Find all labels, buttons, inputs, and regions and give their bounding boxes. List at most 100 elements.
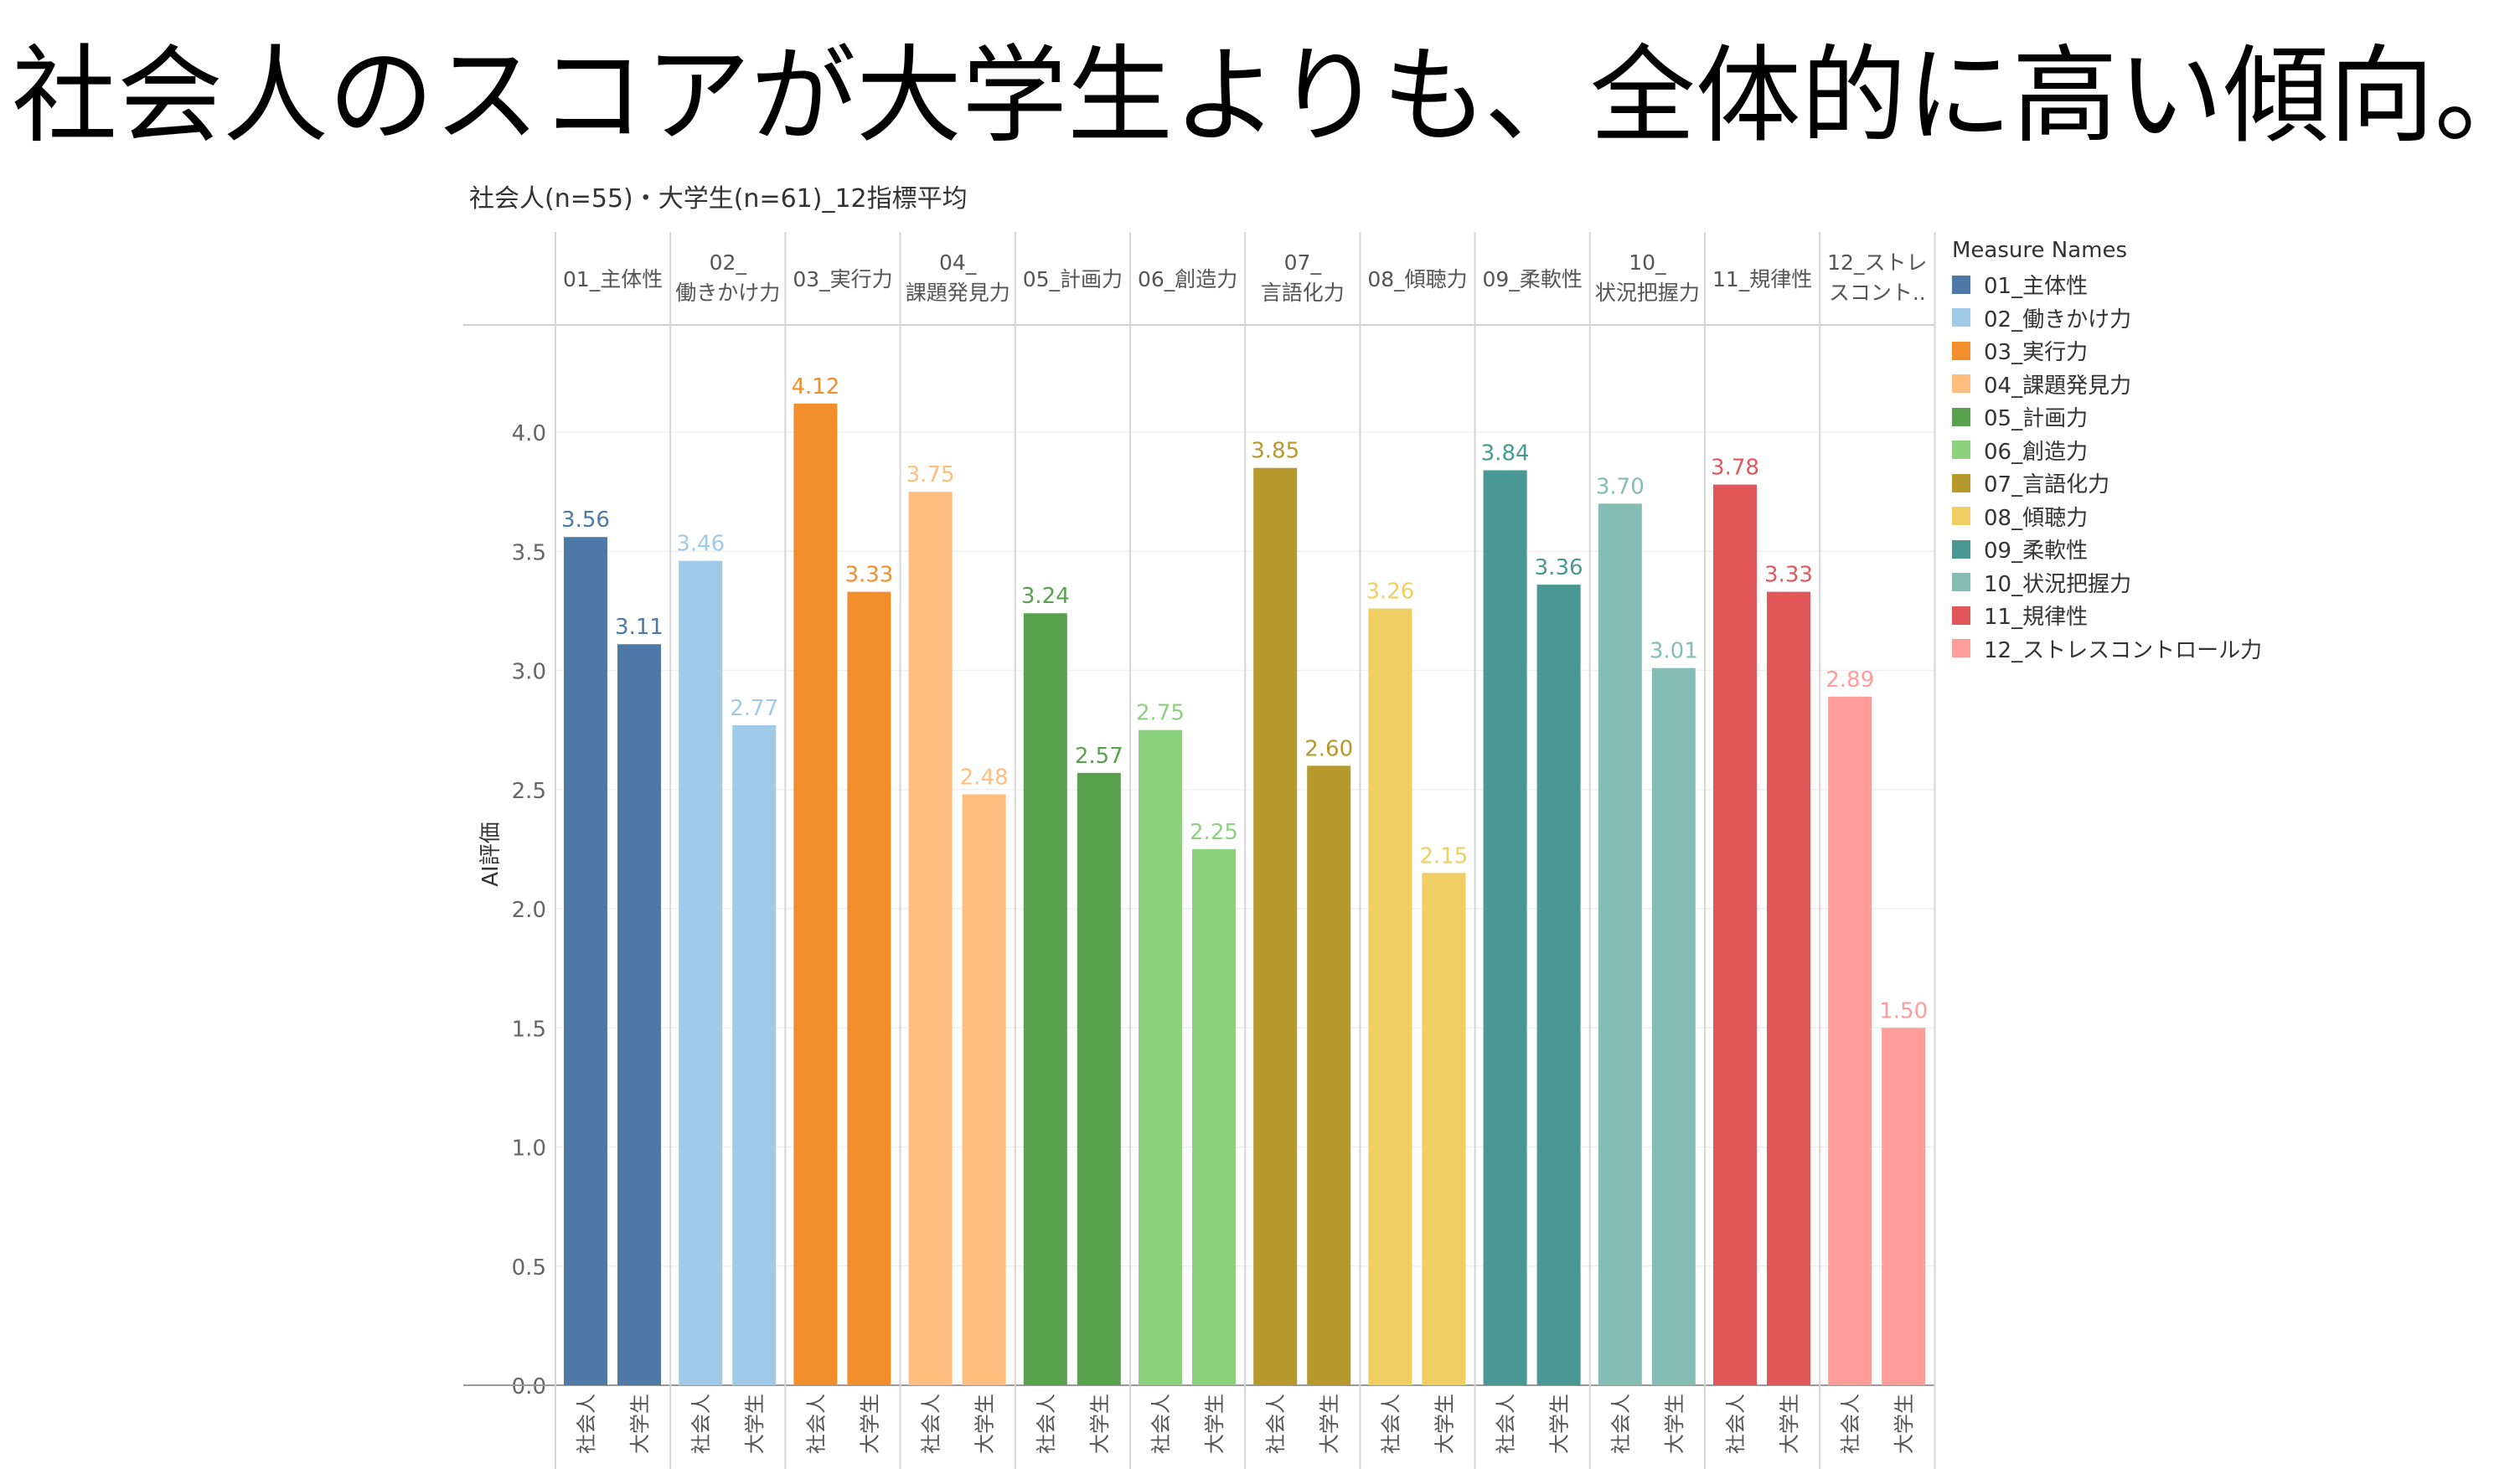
column-header: 08_傾聴力 bbox=[1367, 267, 1467, 291]
x-tick-label: 社会人 bbox=[920, 1394, 943, 1454]
x-tick-label: 社会人 bbox=[1724, 1394, 1748, 1454]
legend-item: 03_実行力 bbox=[1952, 334, 2513, 368]
data-label: 2.77 bbox=[730, 696, 778, 721]
legend-label: 06_創造力 bbox=[1984, 439, 2089, 465]
bar bbox=[1767, 591, 1810, 1385]
bar bbox=[793, 403, 838, 1385]
x-tick-label: 大学生 bbox=[1088, 1394, 1112, 1454]
column-header: 07_ bbox=[1284, 250, 1322, 275]
bar bbox=[908, 492, 953, 1386]
data-label: 3.36 bbox=[1535, 555, 1583, 580]
column-header: 05_計画力 bbox=[1023, 267, 1123, 291]
y-tick-label: 3.5 bbox=[512, 540, 546, 565]
bar bbox=[1192, 848, 1236, 1385]
y-tick-label: 0.5 bbox=[512, 1255, 546, 1281]
x-tick-label: 社会人 bbox=[1149, 1394, 1173, 1454]
y-tick-label: 0.0 bbox=[512, 1374, 546, 1399]
data-label: 3.70 bbox=[1596, 474, 1645, 499]
legend-swatch bbox=[1952, 407, 1970, 426]
data-label: 2.25 bbox=[1190, 820, 1238, 845]
y-tick-label: 4.0 bbox=[512, 421, 546, 446]
column-header: 状況把握力 bbox=[1595, 281, 1700, 305]
data-label: 3.33 bbox=[844, 563, 893, 588]
x-tick-label: 大学生 bbox=[1203, 1394, 1226, 1454]
x-tick-label: 大学生 bbox=[1663, 1394, 1686, 1454]
data-label: 2.75 bbox=[1136, 701, 1185, 726]
legend-label: 07_言語化力 bbox=[1984, 472, 2110, 498]
legend-item: 12_ストレスコントロール力 bbox=[1952, 632, 2513, 666]
bar bbox=[1828, 696, 1872, 1385]
legend-label: 05_計画力 bbox=[1984, 406, 2089, 432]
legend-swatch bbox=[1952, 573, 1970, 592]
column-header: 言語化力 bbox=[1261, 281, 1345, 305]
legend-label: 03_実行力 bbox=[1984, 340, 2089, 366]
bar bbox=[1077, 772, 1121, 1385]
legend-item: 07_言語化力 bbox=[1952, 466, 2513, 500]
bar bbox=[1422, 873, 1466, 1385]
bar bbox=[1307, 765, 1351, 1385]
y-axis-label: AI評価 bbox=[478, 822, 503, 886]
data-label: 4.12 bbox=[791, 374, 839, 399]
bar bbox=[1598, 503, 1642, 1385]
bar bbox=[962, 794, 1006, 1385]
legend-swatch bbox=[1952, 374, 1970, 394]
legend-item: 02_働きかけ力 bbox=[1952, 302, 2513, 335]
chart-title: 社会人(n=55)・大学生(n=61)_12指標平均 bbox=[469, 184, 968, 214]
column-header: 03_実行力 bbox=[793, 267, 892, 291]
data-label: 3.33 bbox=[1764, 563, 1813, 588]
data-label: 3.24 bbox=[1021, 584, 1070, 609]
data-label: 2.57 bbox=[1075, 744, 1123, 769]
column-header: 働きかけ力 bbox=[675, 281, 780, 305]
legend-swatch bbox=[1952, 275, 1970, 294]
legend: Measure Names 01_主体性 02_働きかけ力 03_実行力 04_課題発… bbox=[1952, 236, 2513, 665]
x-tick-label: 大学生 bbox=[1433, 1394, 1456, 1454]
x-tick-label: 社会人 bbox=[1839, 1394, 1862, 1454]
data-label: 3.46 bbox=[676, 532, 725, 557]
x-tick-label: 社会人 bbox=[804, 1394, 828, 1454]
x-tick-label: 社会人 bbox=[575, 1394, 598, 1454]
bar bbox=[1483, 470, 1527, 1386]
bar bbox=[1651, 667, 1696, 1385]
legend-label: 08_傾聴力 bbox=[1984, 505, 2089, 531]
legend-swatch bbox=[1952, 639, 1970, 658]
data-label: 2.60 bbox=[1304, 736, 1353, 761]
legend-item: 08_傾聴力 bbox=[1952, 500, 2513, 533]
legend-label: 10_状況把握力 bbox=[1984, 571, 2132, 597]
data-label: 3.11 bbox=[615, 615, 664, 640]
x-tick-label: 大学生 bbox=[973, 1394, 997, 1454]
headline: 社会人のスコアが大学生よりも、全体的に高い傾向。 bbox=[12, 34, 2520, 157]
bar bbox=[679, 560, 723, 1385]
column-header: 06_創造力 bbox=[1138, 267, 1237, 291]
data-label: 3.84 bbox=[1481, 441, 1530, 466]
column-header: 10_ bbox=[1629, 250, 1666, 275]
x-tick-label: 社会人 bbox=[689, 1394, 713, 1454]
x-tick-label: 社会人 bbox=[1264, 1394, 1288, 1454]
data-label: 3.85 bbox=[1251, 439, 1299, 464]
column-header: 01_主体性 bbox=[563, 267, 663, 291]
x-tick-label: 社会人 bbox=[1609, 1394, 1633, 1454]
x-tick-label: 大学生 bbox=[858, 1394, 881, 1454]
legend-item: 09_柔軟性 bbox=[1952, 533, 2513, 566]
column-header: 02_ bbox=[710, 250, 747, 275]
x-tick-label: 大学生 bbox=[1893, 1394, 1916, 1454]
x-tick-label: 大学生 bbox=[743, 1394, 767, 1454]
x-tick-label: 大学生 bbox=[628, 1394, 652, 1454]
bar bbox=[617, 644, 661, 1385]
legend-label: 11_規律性 bbox=[1984, 605, 2089, 631]
column-header: 課題発見力 bbox=[906, 281, 1010, 305]
legend-label: 01_主体性 bbox=[1984, 274, 2089, 300]
legend-item: 10_状況把握力 bbox=[1952, 566, 2513, 600]
x-tick-label: 社会人 bbox=[1495, 1394, 1518, 1454]
legend-swatch bbox=[1952, 507, 1970, 526]
legend-swatch bbox=[1952, 539, 1970, 559]
bar bbox=[1139, 729, 1182, 1385]
legend-item: 01_主体性 bbox=[1952, 268, 2513, 302]
x-tick-label: 社会人 bbox=[1035, 1394, 1058, 1454]
column-header: スコント.. bbox=[1829, 281, 1926, 305]
bar bbox=[732, 724, 777, 1385]
legend-item: 04_課題発見力 bbox=[1952, 368, 2513, 401]
legend-swatch bbox=[1952, 441, 1970, 460]
column-header: 04_ bbox=[939, 250, 977, 275]
legend-label: 12_ストレスコントロール力 bbox=[1984, 637, 2263, 663]
